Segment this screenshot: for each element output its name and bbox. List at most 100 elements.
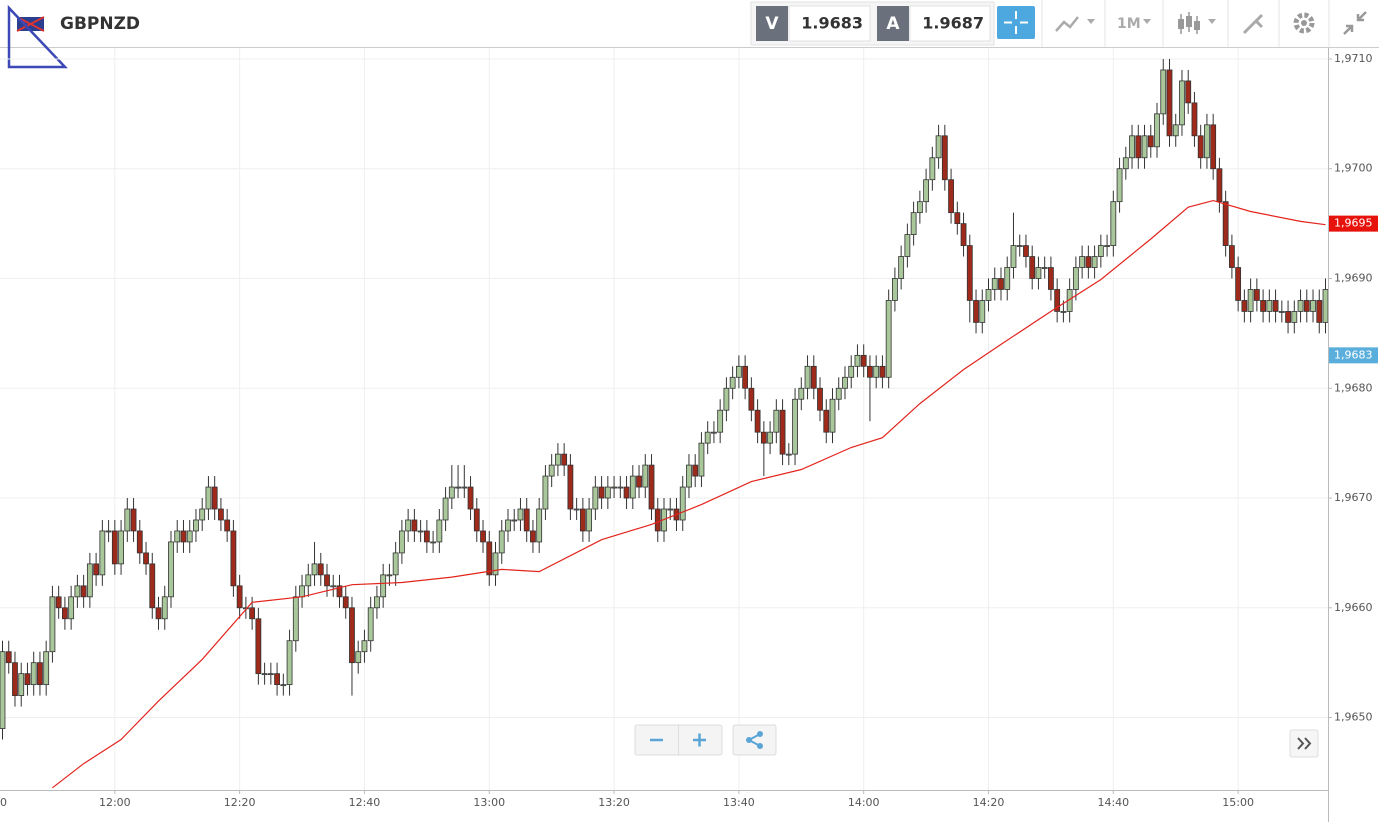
candle-body — [498, 530, 505, 554]
draw-icon[interactable] — [1242, 13, 1264, 35]
candle-body — [1272, 300, 1279, 312]
candle-body — [1185, 80, 1192, 104]
candle-body — [517, 508, 524, 521]
candle-body — [442, 497, 449, 521]
candle-body — [1072, 267, 1079, 290]
dropdown-arrow — [1143, 19, 1151, 24]
candle-body — [130, 508, 137, 532]
candle-body — [236, 585, 243, 609]
candle-body — [1035, 267, 1042, 279]
candle-body — [704, 431, 711, 444]
collapse-icon[interactable] — [1343, 11, 1367, 35]
candle-body — [1141, 135, 1148, 159]
candle-body — [742, 365, 749, 389]
candle-body — [1247, 289, 1254, 312]
candle-body — [623, 486, 630, 499]
candle-body — [954, 212, 961, 225]
candle-body — [436, 519, 443, 543]
corner-triangle — [7, 4, 68, 69]
candle-body — [467, 486, 474, 510]
dropdown-arrow — [1208, 19, 1216, 24]
crosshair-button[interactable] — [997, 6, 1035, 39]
candle-body — [1210, 124, 1217, 170]
candle-body — [848, 365, 855, 378]
x-tick-label: 13:20 — [598, 796, 630, 809]
candle-body — [773, 409, 780, 433]
x-tick-label: 0 — [0, 796, 7, 809]
candle-body — [1222, 201, 1229, 246]
candle-body — [567, 464, 574, 510]
candle-body — [249, 607, 256, 620]
candle-body — [873, 365, 880, 378]
candle-body — [280, 684, 287, 687]
ask-button[interactable] — [877, 6, 909, 41]
candle-body — [342, 596, 349, 609]
y-tick-label: 1,9690 — [1334, 272, 1373, 285]
candle-body — [361, 640, 368, 653]
candle-body — [49, 596, 56, 653]
moving-average — [52, 199, 1326, 789]
settings-icon[interactable] — [1293, 12, 1315, 34]
candle-body — [30, 662, 37, 686]
candle-body — [18, 673, 25, 697]
candle-body — [430, 541, 436, 544]
x-tick-label: 12:40 — [349, 796, 381, 809]
symbol: GBPNZD — [60, 14, 140, 34]
candle-body — [1060, 311, 1067, 313]
candle-body — [1216, 168, 1223, 203]
candle-body — [1054, 289, 1061, 312]
zoom-in-button[interactable] — [693, 733, 706, 747]
candle-body — [311, 563, 318, 576]
candle-body — [93, 563, 100, 576]
candle-body — [1004, 267, 1011, 290]
candle-body — [1266, 300, 1273, 312]
candle-body — [62, 607, 68, 620]
candle-body — [1023, 245, 1029, 257]
timeframe[interactable]: 1M — [1117, 16, 1141, 32]
candle-body — [292, 596, 299, 642]
candle-body — [324, 574, 330, 587]
candle-body — [5, 651, 12, 664]
candle-body — [105, 530, 112, 533]
candle-body — [317, 563, 324, 576]
candle-body — [1228, 245, 1235, 268]
candle-body — [892, 278, 898, 301]
candle-body — [542, 475, 549, 510]
price-tag — [1329, 215, 1378, 232]
candle-body — [274, 673, 280, 686]
candle-body — [1278, 311, 1285, 313]
candle-body — [835, 387, 842, 400]
candle-body — [124, 508, 131, 532]
candle-body — [1291, 311, 1298, 323]
axis-labels: 1,9650 1,9660 1,9670 1,9680 1,9690 1,9700 1,97… — [0, 52, 1378, 809]
candle-body — [867, 365, 873, 378]
candle-body — [860, 354, 867, 367]
candle-body — [1048, 267, 1054, 290]
candle-body — [642, 464, 649, 488]
candle-body — [68, 596, 75, 620]
candle-body — [523, 508, 530, 532]
toolbar — [0, 0, 1379, 47]
candle-body — [386, 574, 393, 577]
share-button[interactable] — [732, 724, 777, 756]
candle-body — [760, 431, 767, 444]
candle-body — [1303, 300, 1310, 312]
indicator-icon[interactable] — [1055, 16, 1079, 32]
candle-body — [748, 387, 755, 411]
y-tick-label: 1,9660 — [1334, 601, 1373, 614]
candle-body — [686, 464, 692, 488]
y-tick-label: 1,9680 — [1334, 381, 1373, 394]
candle-body — [1154, 113, 1160, 148]
candle-body — [904, 234, 911, 257]
candle-body — [199, 508, 206, 521]
candle-body — [486, 541, 493, 576]
candle-body — [1010, 245, 1017, 268]
candle-body — [785, 453, 792, 456]
candle-body — [1129, 135, 1135, 159]
candle-body — [767, 431, 773, 444]
candle-body — [910, 212, 917, 235]
candle-body — [417, 530, 424, 533]
candle-body — [86, 563, 93, 598]
candle-body — [810, 365, 817, 389]
bid-button[interactable] — [756, 6, 788, 41]
